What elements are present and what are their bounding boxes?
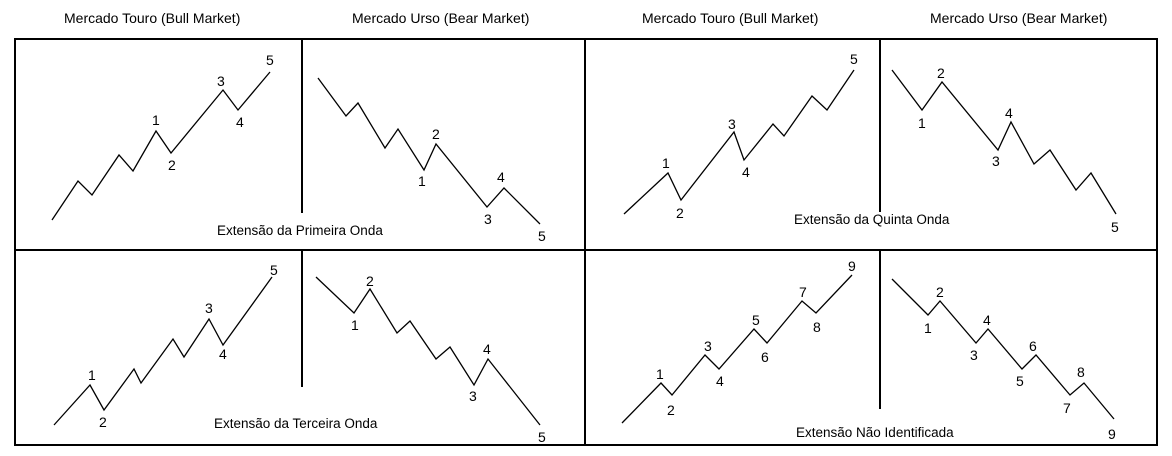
bull-label-4: 4 — [716, 373, 724, 389]
bear-label-9: 9 — [1108, 426, 1116, 442]
bear-label-1: 1 — [918, 115, 926, 131]
bear-label-8: 8 — [1077, 364, 1085, 380]
bull-label-3: 3 — [217, 73, 225, 89]
bull-label-4: 4 — [742, 164, 750, 180]
bear-label-5: 5 — [538, 228, 546, 244]
wave-diagram-fifth: 1 2 3 4 5 1 2 3 4 5 — [623, 40, 1119, 235]
header-bull-left: Mercado Touro (Bull Market) — [64, 10, 241, 26]
bull-label-5: 5 — [752, 312, 760, 328]
bear-label-2: 2 — [366, 273, 374, 289]
bear-wave-line — [891, 278, 1115, 420]
bear-label-4: 4 — [983, 312, 991, 328]
bull-label-6: 6 — [761, 349, 769, 365]
bull-label-4: 4 — [219, 346, 227, 362]
bear-wave-line — [315, 276, 541, 426]
bull-wave-line — [623, 69, 855, 215]
bear-label-3: 3 — [469, 388, 477, 404]
panel-fifth-wave-extension: 1 2 3 4 5 1 2 3 4 5 Extensão da Quinta O… — [584, 38, 1158, 251]
header-bear-left: Mercado Urso (Bear Market) — [352, 10, 530, 26]
bull-label-2: 2 — [99, 414, 107, 430]
bear-label-5: 5 — [538, 429, 546, 445]
bull-label-4: 4 — [236, 114, 244, 130]
bull-label-3: 3 — [728, 116, 736, 132]
bear-label-2: 2 — [937, 65, 945, 81]
header-bull-right: Mercado Touro (Bull Market) — [642, 10, 819, 26]
wave-diagram-first: 1 2 3 4 5 1 2 3 4 5 — [51, 40, 546, 244]
caption-first-wave: Extensão da Primeira Onda — [215, 223, 385, 238]
wave-diagram-third: 1 2 3 4 5 1 2 3 4 5 — [53, 251, 546, 445]
header-bear-right: Mercado Urso (Bear Market) — [930, 10, 1108, 26]
bear-label-2: 2 — [936, 284, 944, 300]
bear-label-6: 6 — [1029, 338, 1037, 354]
bear-label-1: 1 — [418, 173, 426, 189]
caption-third-wave: Extensão da Terceira Onda — [212, 416, 380, 431]
bull-label-1: 1 — [88, 367, 96, 383]
bull-label-2: 2 — [667, 402, 675, 418]
caption-fifth-wave: Extensão da Quinta Onda — [792, 212, 952, 227]
bull-label-9: 9 — [848, 258, 856, 274]
bear-wave-line — [317, 77, 541, 225]
bull-label-3: 3 — [205, 300, 213, 316]
bull-label-1: 1 — [662, 155, 670, 171]
bear-label-4: 4 — [1005, 105, 1013, 121]
bull-wave-line — [621, 274, 853, 424]
bear-label-4: 4 — [497, 169, 505, 185]
bear-label-5: 5 — [1016, 373, 1024, 389]
bear-label-2: 2 — [432, 126, 440, 142]
bear-label-3: 3 — [484, 211, 492, 227]
bull-label-5: 5 — [850, 51, 858, 67]
wave-diagram-unidentified: 1 2 3 4 5 6 7 8 9 1 2 3 4 5 6 7 8 9 — [621, 251, 1116, 442]
bull-label-5: 5 — [270, 262, 278, 278]
bull-label-2: 2 — [168, 157, 176, 173]
bear-label-1: 1 — [351, 317, 359, 333]
panel-unidentified-extension: 1 2 3 4 5 6 7 8 9 1 2 3 4 5 6 7 8 9 Exte… — [584, 249, 1158, 446]
bear-label-7: 7 — [1063, 400, 1071, 416]
bull-label-3: 3 — [704, 338, 712, 354]
bear-label-3: 3 — [970, 347, 978, 363]
bear-label-3: 3 — [992, 153, 1000, 169]
bear-label-5: 5 — [1111, 219, 1119, 235]
bull-label-5: 5 — [266, 52, 274, 68]
bull-label-1: 1 — [152, 112, 160, 128]
bear-label-1: 1 — [924, 320, 932, 336]
bear-wave-line — [891, 69, 1117, 215]
bull-label-7: 7 — [799, 284, 807, 300]
panel-third-wave-extension: 1 2 3 4 5 1 2 3 4 5 Extensão da Terceira… — [14, 249, 586, 446]
bull-wave-line — [51, 71, 271, 221]
bull-wave-line — [53, 276, 273, 426]
panel-first-wave-extension: 1 2 3 4 5 1 2 3 4 5 Extensão da Primeira… — [14, 38, 586, 251]
bull-label-8: 8 — [813, 319, 821, 335]
caption-unidentified: Extensão Não Identificada — [794, 425, 956, 440]
bull-label-2: 2 — [676, 205, 684, 221]
bull-label-1: 1 — [656, 366, 664, 382]
bear-label-4: 4 — [483, 341, 491, 357]
